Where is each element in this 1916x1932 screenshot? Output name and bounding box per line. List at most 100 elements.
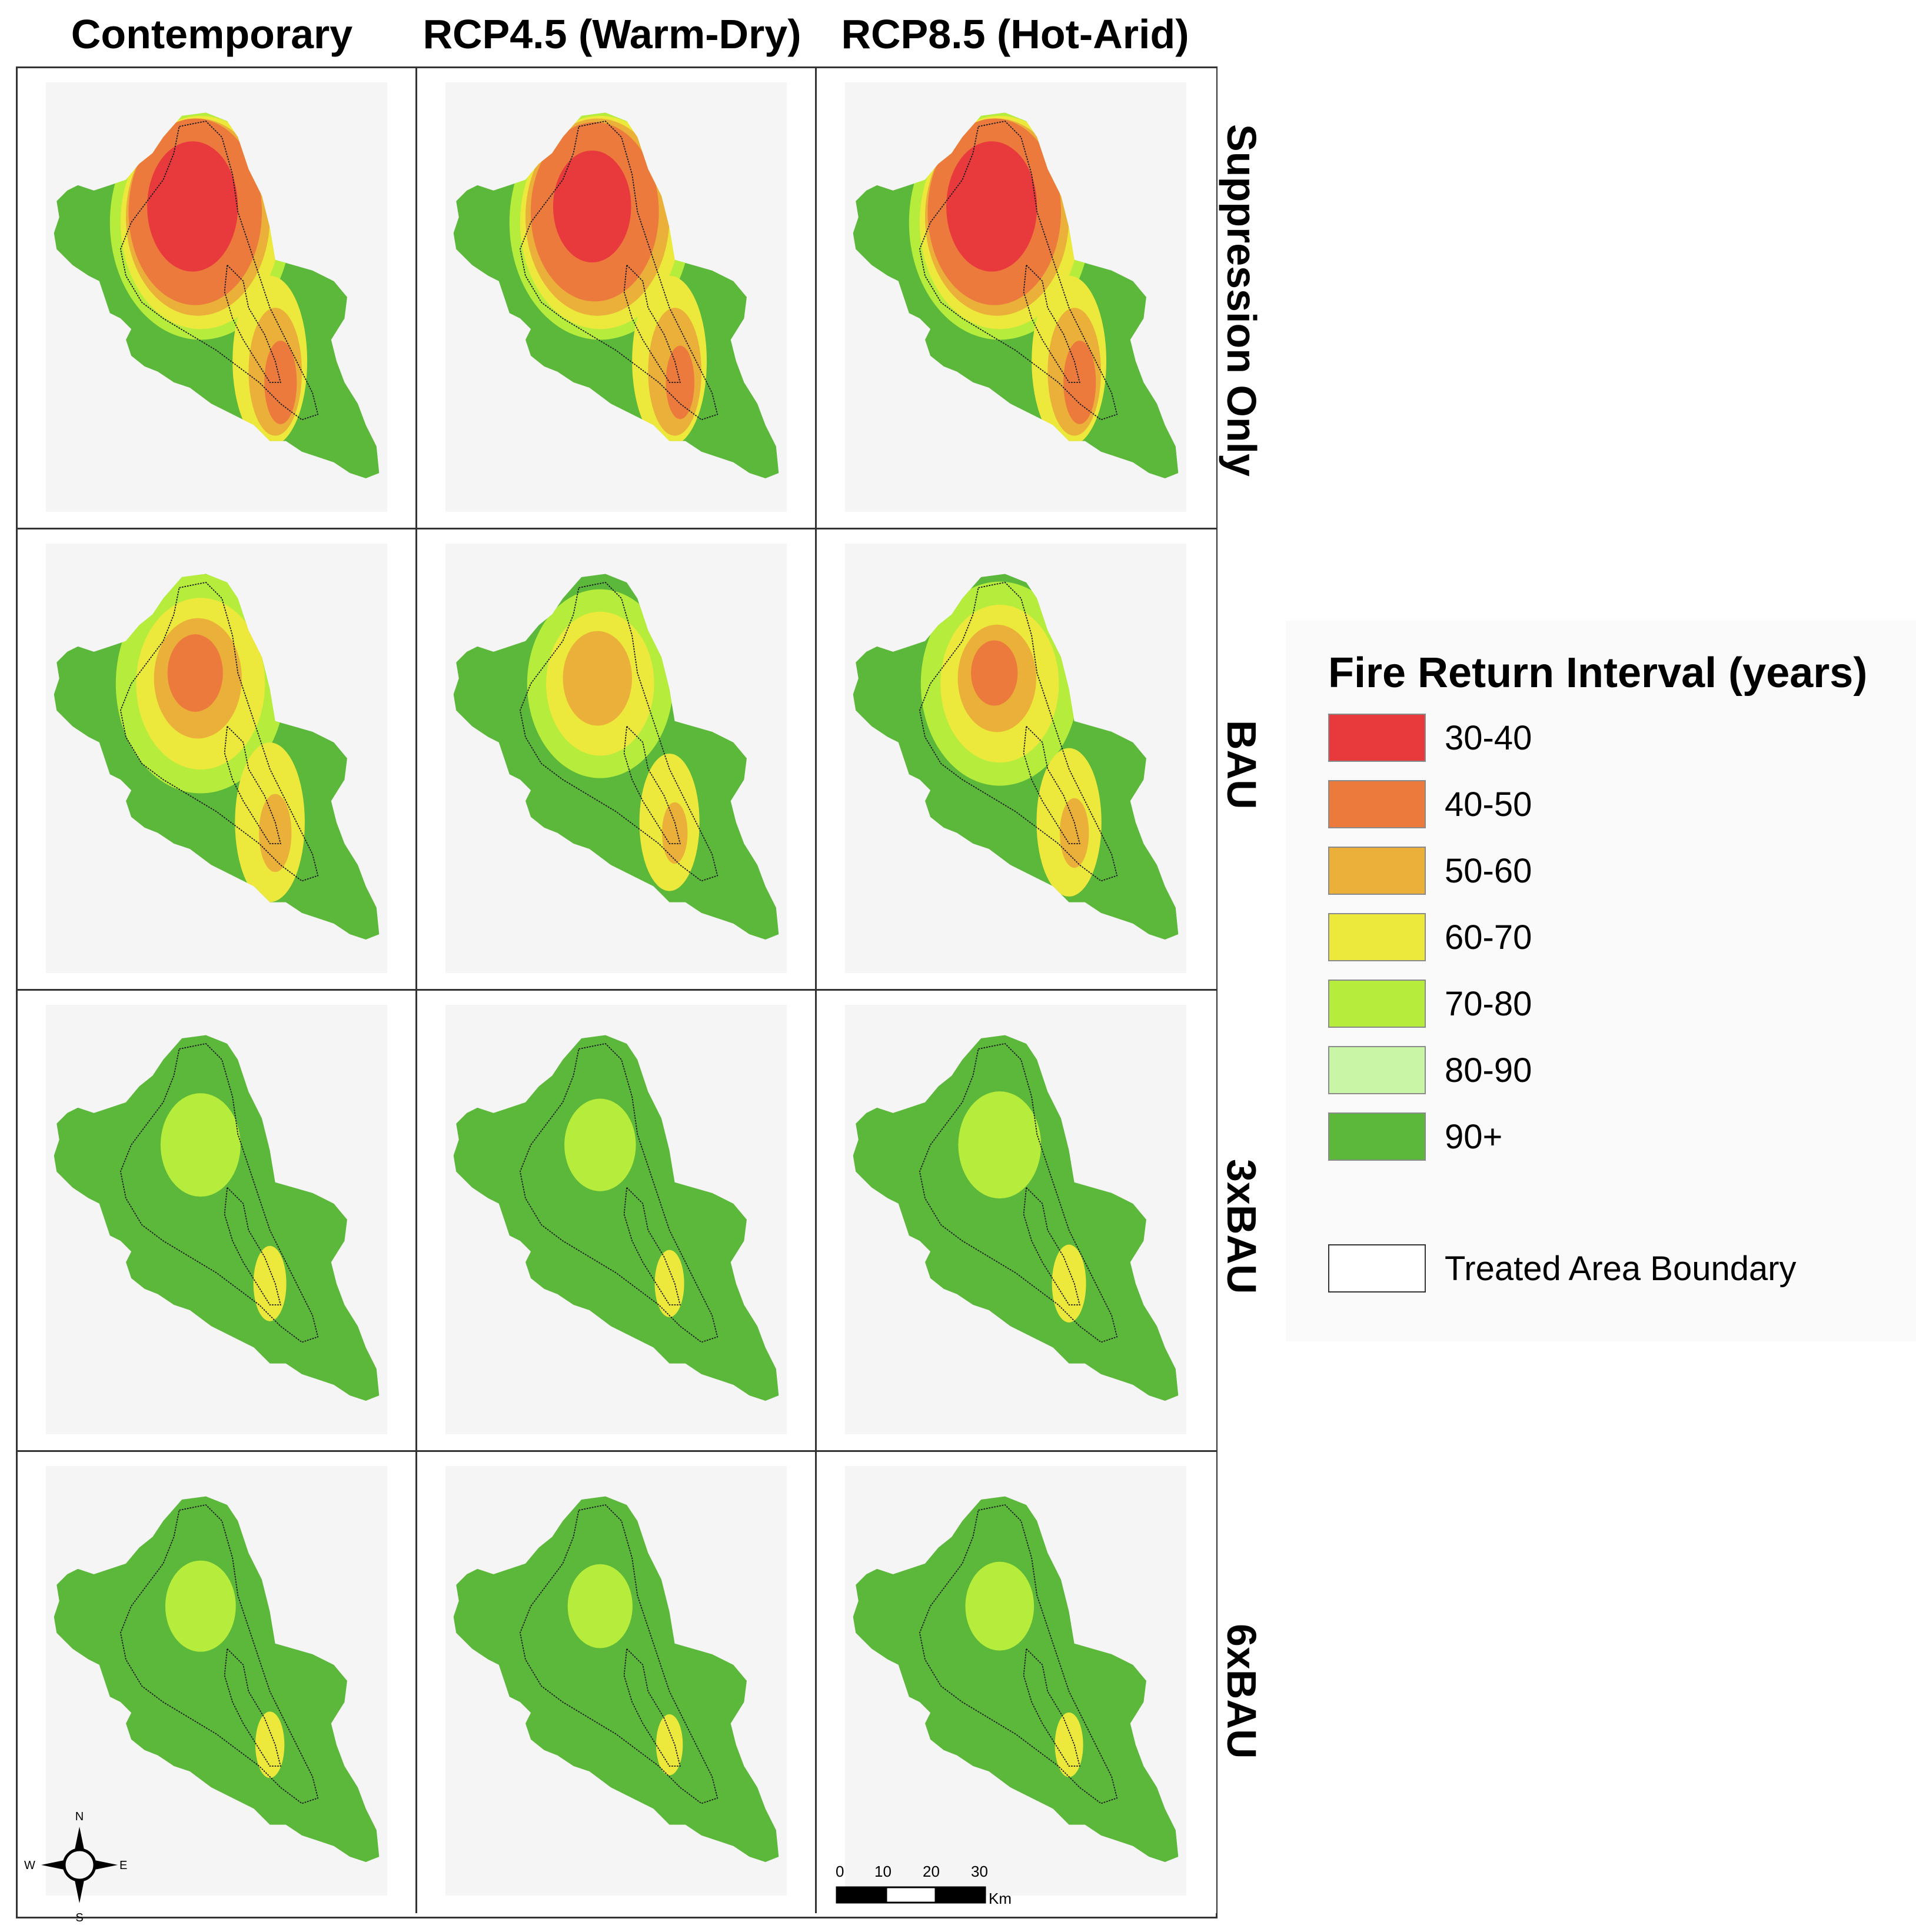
north-arrow-icon: N S E W: [24, 1810, 127, 1924]
treated-area-boundary: [119, 1042, 319, 1343]
map-panel: [18, 529, 417, 991]
map-panel: [417, 1452, 817, 1913]
treated-area-boundary: [623, 1186, 681, 1305]
scale-tick: 10: [874, 1863, 892, 1880]
legend-swatch-boundary: [1328, 1244, 1426, 1293]
fire-return-map: [453, 1035, 779, 1401]
treated-area-boundary: [1023, 264, 1080, 383]
fire-return-map: [853, 574, 1179, 940]
treated-area-boundary: [1023, 1186, 1080, 1305]
fire-zone: [147, 141, 238, 272]
fire-zone: [958, 1091, 1042, 1199]
fire-zone: [259, 794, 292, 872]
fire-return-map: [54, 112, 380, 479]
fire-zone: [160, 1093, 241, 1197]
treated-area-boundary: [519, 1042, 718, 1343]
legend-swatch-40-50: [1328, 780, 1426, 828]
fire-zone: [1055, 1712, 1083, 1777]
fire-zone: [255, 1711, 285, 1778]
treated-area-boundary: [519, 1504, 718, 1804]
treated-area-boundary: [623, 264, 681, 383]
map-panel: [417, 991, 817, 1452]
legend-swatch-90-plus: [1328, 1112, 1426, 1161]
fire-zone: [1059, 798, 1089, 868]
fire-return-map: [853, 1035, 1179, 1401]
fire-zone: [1052, 1244, 1086, 1323]
row-label-6xbau: 6xBAU: [1219, 1624, 1265, 1759]
fire-return-map: [54, 1496, 380, 1863]
fire-zone: [654, 1250, 684, 1317]
legend-swatch-60-70: [1328, 913, 1426, 961]
legend-label: Treated Area Boundary: [1445, 1250, 1797, 1288]
treated-area-boundary: [519, 120, 718, 421]
fire-zone: [946, 141, 1037, 272]
fire-zone: [165, 1560, 236, 1652]
treated-area-boundary: [119, 120, 319, 421]
fire-zone: [965, 1561, 1034, 1651]
fire-zone: [553, 150, 631, 263]
treated-area-boundary: [919, 581, 1118, 882]
treated-area-boundary: [919, 120, 1118, 421]
row-label-bau: BAU: [1219, 720, 1265, 810]
fire-return-map: [853, 1496, 1179, 1863]
column-header-contemporary: Contemporary: [71, 11, 353, 57]
legend-swatch-70-80: [1328, 980, 1426, 1028]
compass-w: W: [24, 1859, 35, 1872]
treated-area-boundary: [119, 581, 319, 882]
treated-area-boundary: [919, 1504, 1118, 1804]
treated-area-boundary: [919, 1042, 1118, 1343]
treated-area-boundary: [623, 1647, 681, 1767]
treated-area-boundary: [224, 1186, 281, 1305]
legend-label: 70-80: [1445, 985, 1532, 1023]
fire-zone: [567, 1564, 633, 1648]
treated-area-boundary: [224, 1647, 281, 1767]
fire-return-map: [453, 112, 779, 479]
row-label-suppression-only: Suppression Only: [1219, 124, 1265, 477]
fire-return-map: [453, 1496, 779, 1863]
treated-area-boundary: [519, 581, 718, 882]
legend-label: 40-50: [1445, 785, 1532, 824]
scale-tick: 20: [923, 1863, 940, 1880]
compass-s: S: [75, 1911, 83, 1924]
legend-swatch-30-40: [1328, 714, 1426, 762]
legend-label: 90+: [1445, 1118, 1503, 1156]
map-panel: [417, 529, 817, 991]
legend: Fire Return Interval (years) 30-40 40-50…: [1286, 621, 1916, 1341]
map-grid: [16, 66, 1218, 1918]
column-header-rcp45: RCP4.5 (Warm-Dry): [423, 11, 801, 57]
fire-return-map: [54, 574, 380, 940]
row-label-3xbau: 3xBAU: [1219, 1159, 1265, 1294]
scale-unit: Km: [989, 1890, 1012, 1907]
treated-area-boundary: [224, 264, 281, 383]
map-panel: [817, 68, 1216, 529]
fire-return-map: [853, 112, 1179, 479]
treated-area-boundary: [224, 725, 281, 844]
legend-label: 50-60: [1445, 852, 1532, 890]
map-panel: [417, 68, 817, 529]
legend-label: 80-90: [1445, 1051, 1532, 1090]
fire-zone: [656, 1714, 683, 1776]
fire-zone: [563, 631, 633, 726]
column-header-rcp85: RCP8.5 (Hot-Arid): [841, 11, 1189, 57]
fire-zone: [971, 640, 1018, 706]
legend-label: 60-70: [1445, 918, 1532, 957]
map-panel: [18, 991, 417, 1452]
scale-bar: 0 10 20 30 Km: [836, 1863, 1012, 1907]
treated-area-boundary: [623, 725, 681, 844]
fire-zone: [661, 802, 688, 864]
legend-swatch-50-60: [1328, 847, 1426, 895]
legend-swatch-80-90: [1328, 1046, 1426, 1094]
scale-tick: 0: [836, 1863, 844, 1880]
fire-zone: [253, 1245, 287, 1321]
treated-area-boundary: [1023, 1647, 1080, 1767]
map-panel: [817, 991, 1216, 1452]
fire-zone: [564, 1098, 636, 1191]
fire-return-map: [54, 1035, 380, 1401]
treated-area-boundary: [119, 1504, 319, 1804]
legend-label: 30-40: [1445, 719, 1532, 757]
compass-e: E: [119, 1859, 127, 1872]
fire-zone: [167, 634, 223, 712]
map-panel: [817, 529, 1216, 991]
map-panel: [18, 68, 417, 529]
fire-return-map: [453, 574, 779, 940]
